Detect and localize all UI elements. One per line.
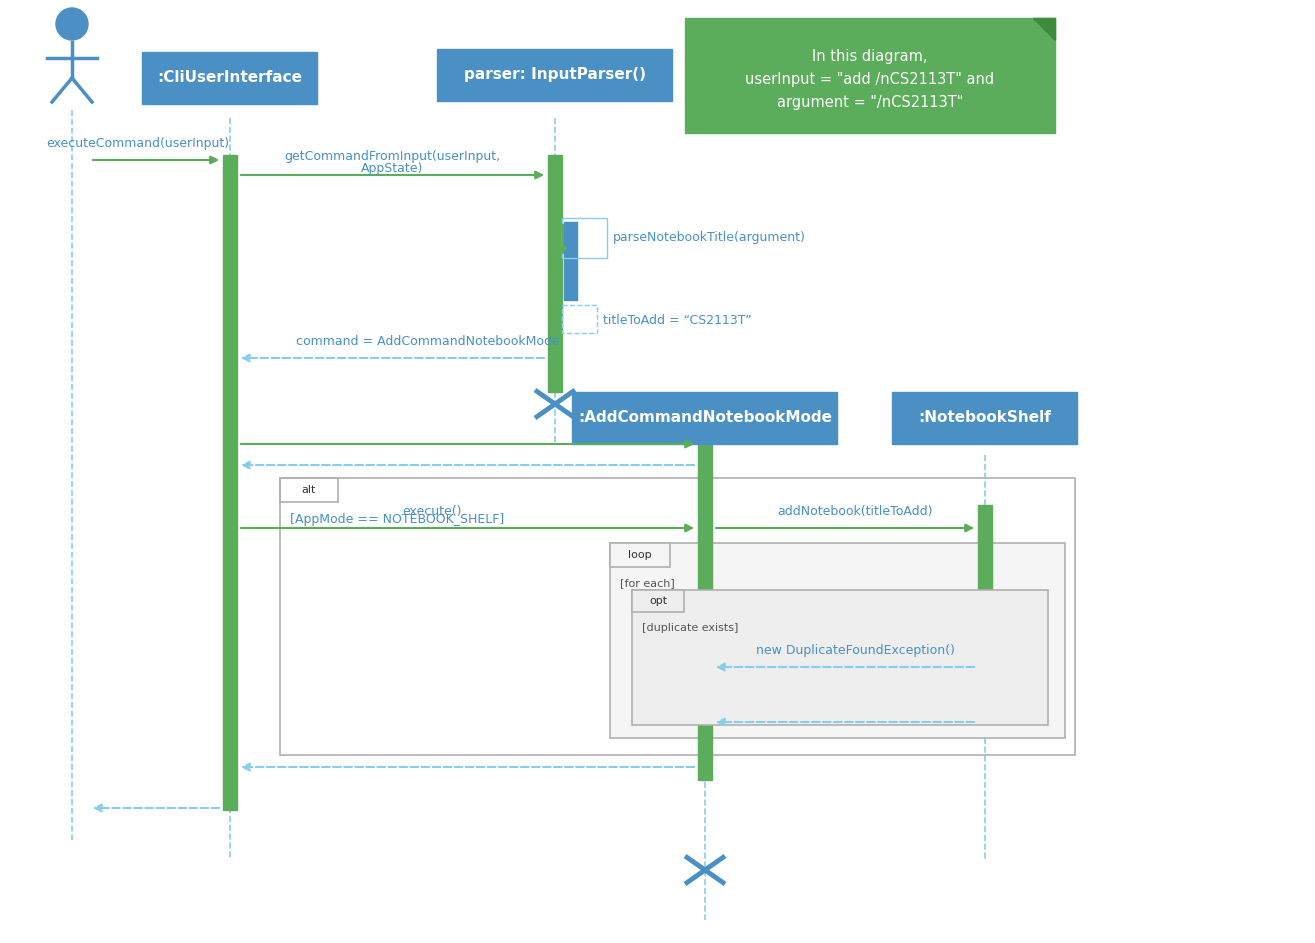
- Text: command = AddCommandNotebookMode: command = AddCommandNotebookMode: [296, 335, 559, 348]
- Text: executeCommand(userInput): executeCommand(userInput): [46, 137, 230, 150]
- Text: AppState): AppState): [362, 162, 423, 175]
- FancyBboxPatch shape: [633, 590, 1048, 725]
- Text: :CliUserInterface: :CliUserInterface: [158, 71, 302, 86]
- Text: new DuplicateFoundException(): new DuplicateFoundException(): [756, 644, 955, 657]
- Text: alt: alt: [302, 485, 316, 495]
- Text: opt: opt: [648, 596, 667, 606]
- Text: :AddCommandNotebookMode: :AddCommandNotebookMode: [579, 410, 832, 425]
- Text: getCommandFromInput(userInput,: getCommandFromInput(userInput,: [284, 150, 501, 163]
- FancyBboxPatch shape: [610, 543, 1065, 738]
- Text: parser: InputParser(): parser: InputParser(): [464, 68, 646, 82]
- Bar: [564, 222, 577, 300]
- FancyBboxPatch shape: [142, 52, 317, 104]
- Bar: [548, 155, 562, 392]
- Text: addNotebook(titleToAdd): addNotebook(titleToAdd): [777, 505, 932, 518]
- Text: [AppMode == NOTEBOOK_SHELF]: [AppMode == NOTEBOOK_SHELF]: [291, 514, 504, 526]
- FancyBboxPatch shape: [685, 18, 1055, 133]
- Circle shape: [57, 8, 88, 40]
- FancyBboxPatch shape: [438, 49, 672, 101]
- Bar: [224, 155, 237, 810]
- Text: loop: loop: [629, 550, 652, 560]
- Bar: [698, 444, 711, 780]
- Text: :NotebookShelf: :NotebookShelf: [919, 410, 1052, 425]
- FancyBboxPatch shape: [572, 392, 838, 444]
- Text: titleToAdd = “CS2113T”: titleToAdd = “CS2113T”: [604, 313, 752, 326]
- Text: parseNotebookTitle(argument): parseNotebookTitle(argument): [613, 231, 806, 244]
- FancyBboxPatch shape: [893, 392, 1077, 444]
- Text: In this diagram,
userInput = "add /nCS2113T" and
argument = "/nCS2113T": In this diagram, userInput = "add /nCS21…: [746, 49, 994, 110]
- Text: [for each]: [for each]: [619, 578, 675, 588]
- Text: execute(): execute(): [402, 505, 463, 518]
- Polygon shape: [1034, 18, 1055, 40]
- Bar: [978, 505, 992, 720]
- FancyBboxPatch shape: [610, 543, 671, 567]
- Text: [duplicate exists]: [duplicate exists]: [642, 623, 739, 633]
- FancyBboxPatch shape: [633, 590, 684, 612]
